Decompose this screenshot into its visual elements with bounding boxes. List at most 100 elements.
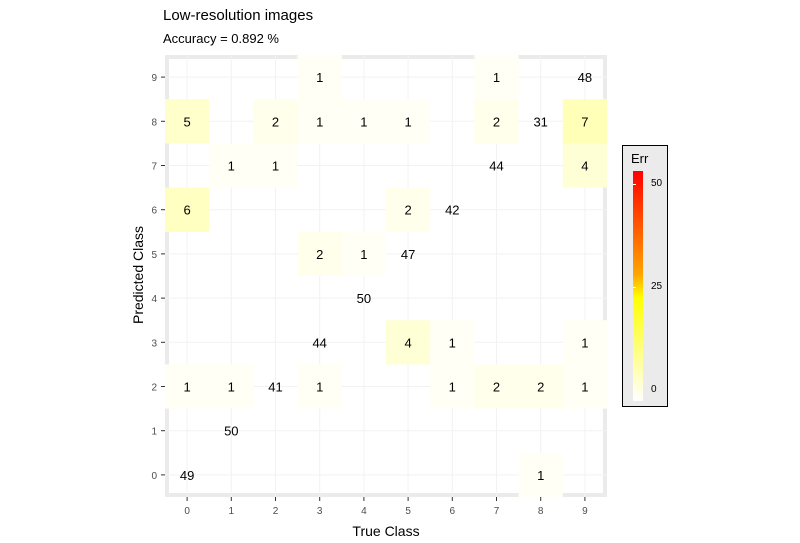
heatmap-cells bbox=[165, 55, 607, 497]
chart-subtitle: Accuracy = 0.892 % bbox=[163, 31, 279, 46]
heatmap-cell bbox=[165, 99, 210, 144]
heatmap-cell bbox=[165, 187, 210, 232]
y-tick-label: 6 bbox=[151, 206, 157, 217]
y-tick-label: 2 bbox=[151, 383, 157, 394]
cell-value-label: 1 bbox=[272, 159, 279, 174]
y-tick-label: 1 bbox=[151, 427, 157, 438]
cell-value-label: 49 bbox=[180, 468, 194, 483]
cell-value-label: 1 bbox=[537, 468, 544, 483]
x-tick-label: 1 bbox=[229, 506, 235, 517]
heatmap-cell bbox=[386, 187, 431, 232]
x-tick-label: 2 bbox=[273, 506, 279, 517]
cell-value-label: 48 bbox=[578, 70, 592, 85]
cell-value-label: 44 bbox=[312, 335, 326, 350]
legend-tick-label-50: 50 bbox=[651, 178, 663, 189]
x-tick-label: 5 bbox=[405, 506, 411, 517]
heatmap-cell bbox=[209, 143, 254, 188]
heatmap-cell bbox=[297, 99, 342, 144]
heatmap-cell bbox=[341, 99, 386, 144]
cell-value-label: 1 bbox=[449, 335, 456, 350]
cell-value-label: 1 bbox=[581, 335, 588, 350]
x-axis-title: True Class bbox=[352, 523, 419, 539]
cell-value-label: 1 bbox=[360, 247, 367, 262]
heatmap-cell bbox=[253, 143, 298, 188]
heatmap-cell bbox=[518, 452, 563, 497]
y-tick-label: 8 bbox=[151, 117, 157, 128]
cell-value-label: 2 bbox=[316, 247, 323, 262]
cell-value-label: 1 bbox=[581, 380, 588, 395]
legend-tick-mark bbox=[633, 390, 636, 391]
heatmap-cell bbox=[297, 364, 342, 409]
cell-value-label: 5 bbox=[183, 114, 190, 129]
cell-value-label: 7 bbox=[581, 114, 588, 129]
y-axis-title: Predicted Class bbox=[130, 226, 146, 324]
cell-value-label: 1 bbox=[316, 114, 323, 129]
heatmap-cell bbox=[474, 364, 519, 409]
x-tick-label: 3 bbox=[317, 506, 323, 517]
x-tick-label: 7 bbox=[494, 506, 500, 517]
cell-value-label: 1 bbox=[316, 70, 323, 85]
cell-value-label: 1 bbox=[228, 159, 235, 174]
legend-colorbar bbox=[633, 171, 643, 401]
heatmap-cell bbox=[518, 364, 563, 409]
y-tick-label: 0 bbox=[151, 471, 157, 482]
cell-value-label: 2 bbox=[404, 203, 411, 218]
heatmap-cell bbox=[297, 231, 342, 276]
legend-title: Err bbox=[631, 151, 649, 166]
heatmap-cell bbox=[341, 231, 386, 276]
y-tick-label: 9 bbox=[151, 73, 157, 84]
cell-value-label: 1 bbox=[183, 380, 190, 395]
y-tick-label: 7 bbox=[151, 162, 157, 173]
heatmap-cell bbox=[209, 364, 254, 409]
chart-title: Low-resolution images bbox=[163, 7, 314, 24]
x-tick-label: 6 bbox=[450, 506, 456, 517]
y-tick-label: 5 bbox=[151, 250, 157, 261]
y-tick-label: 4 bbox=[151, 294, 157, 305]
color-legend: Err 50 25 0 bbox=[622, 145, 668, 407]
heatmap-cell bbox=[562, 143, 607, 188]
legend-tick-label-25: 25 bbox=[651, 281, 663, 292]
x-tick-label: 8 bbox=[538, 506, 544, 517]
heatmap-cell bbox=[562, 99, 607, 144]
heatmap-cell bbox=[474, 99, 519, 144]
heatmap-cell bbox=[297, 55, 342, 100]
legend-tick-mark bbox=[633, 184, 636, 185]
heatmap-cell bbox=[386, 320, 431, 365]
cell-value-label: 42 bbox=[445, 203, 459, 218]
heatmap-cell bbox=[562, 364, 607, 409]
x-tick-label: 4 bbox=[361, 506, 367, 517]
cell-value-label: 1 bbox=[228, 380, 235, 395]
heatmap-cell bbox=[430, 320, 475, 365]
y-axis-ticks: 0 1 2 3 4 5 6 7 8 9 bbox=[151, 73, 165, 482]
cell-value-label: 2 bbox=[493, 380, 500, 395]
x-tick-label: 0 bbox=[184, 506, 190, 517]
cell-value-label: 44 bbox=[489, 159, 503, 174]
x-axis-ticks: 0 1 2 3 4 5 6 7 8 9 bbox=[184, 497, 588, 517]
y-tick-label: 3 bbox=[151, 338, 157, 349]
cell-value-label: 2 bbox=[537, 380, 544, 395]
cell-value-label: 50 bbox=[224, 424, 238, 439]
cell-value-label: 4 bbox=[404, 335, 411, 350]
cell-value-label: 47 bbox=[401, 247, 415, 262]
cell-value-label: 1 bbox=[360, 114, 367, 129]
heatmap-cell bbox=[562, 320, 607, 365]
legend-tick-mark bbox=[633, 287, 636, 288]
cell-value-label: 2 bbox=[493, 114, 500, 129]
cell-value-label: 50 bbox=[357, 291, 371, 306]
heatmap-cell bbox=[386, 99, 431, 144]
heatmap-cell bbox=[474, 55, 519, 100]
cell-value-label: 41 bbox=[268, 380, 282, 395]
cell-value-label: 1 bbox=[493, 70, 500, 85]
cell-value-label: 1 bbox=[449, 380, 456, 395]
cell-value-label: 6 bbox=[183, 203, 190, 218]
cell-value-label: 31 bbox=[533, 114, 547, 129]
heatmap-cell bbox=[165, 364, 210, 409]
heatmap-cell bbox=[430, 364, 475, 409]
x-tick-label: 9 bbox=[582, 506, 588, 517]
cell-value-label: 4 bbox=[581, 159, 588, 174]
cell-value-label: 2 bbox=[272, 114, 279, 129]
cell-value-label: 1 bbox=[404, 114, 411, 129]
legend-tick-label-0: 0 bbox=[651, 384, 657, 395]
